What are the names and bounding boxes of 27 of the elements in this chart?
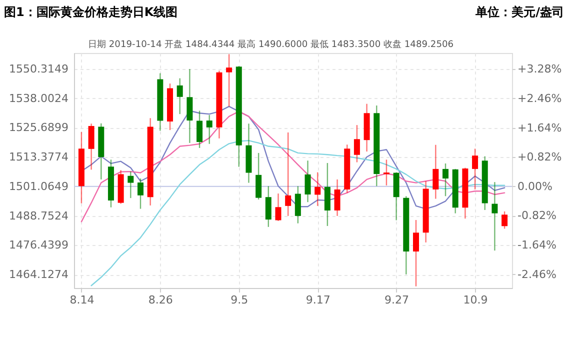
x-tick-label: 9.5 bbox=[230, 294, 248, 306]
y2-tick-label: -2.46% bbox=[518, 268, 556, 281]
text: 单位：美元/盎司 bbox=[474, 5, 564, 19]
y2-tick-label: +3.28% bbox=[518, 62, 562, 76]
line-series bbox=[90, 140, 506, 286]
x-tick-label: 10.9 bbox=[463, 294, 488, 306]
y-tick-label: 1501.0649 bbox=[9, 180, 68, 193]
x-tick-label: 9.27 bbox=[384, 294, 410, 306]
y2-tick-label: +0.82% bbox=[518, 150, 562, 164]
y2-tick-label: +2.46% bbox=[518, 92, 562, 105]
y-tick-label: 1513.3774 bbox=[9, 150, 68, 164]
y-tick-label: 1464.1274 bbox=[9, 268, 68, 282]
x-tick-label: 8.26 bbox=[148, 294, 173, 306]
y2-tick-label: +1.64% bbox=[518, 121, 562, 134]
x-tick-label: 8.14 bbox=[70, 294, 94, 306]
y2-tick-label: 0.00% bbox=[518, 180, 552, 193]
line-series bbox=[80, 110, 506, 222]
x-tick-label: 9.17 bbox=[306, 294, 330, 306]
y2-tick-label: -1.64% bbox=[518, 238, 556, 252]
y-tick-label: 1525.6899 bbox=[9, 121, 68, 134]
chart-title: 图1：国际黄金价格走势日K线图 bbox=[4, 5, 178, 19]
y2-tick-label: -0.82% bbox=[518, 209, 556, 222]
chart-subtitle: 日期 2019-10-14 开盘 1484.4344 最高 1490.6000 最低 1483.3500 收盘 1489.2506 bbox=[88, 39, 454, 50]
y-tick-label: 1550.3149 bbox=[9, 62, 68, 76]
y-tick-label: 1538.0024 bbox=[9, 92, 68, 105]
y-tick-label: 1488.7524 bbox=[9, 209, 68, 222]
y-tick-label: 1476.4399 bbox=[9, 238, 68, 252]
